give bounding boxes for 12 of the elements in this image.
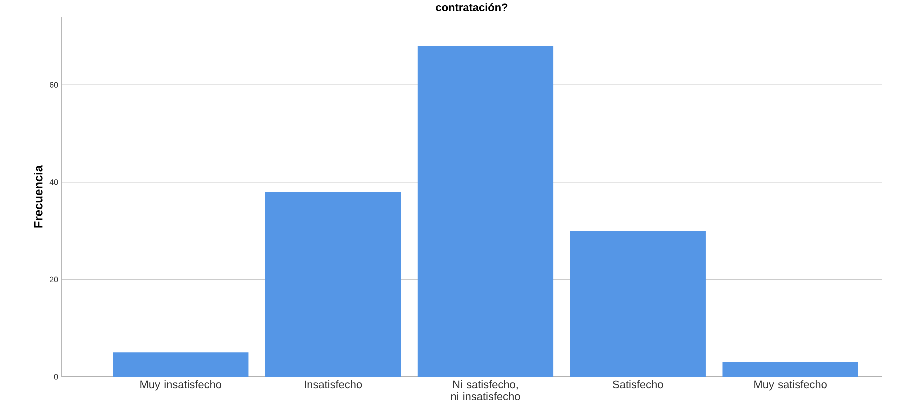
x-tick-label: Muy satisfecho (754, 380, 827, 391)
x-tick-label: Muy insatisfecho (140, 380, 222, 391)
y-axis-title: Frecuencia (34, 165, 43, 228)
x-tick-label: Ni satisfecho, ni insatisfecho (451, 380, 520, 401)
bar (418, 46, 554, 377)
bar (113, 352, 249, 377)
x-tick-label: Insatisfecho (305, 380, 362, 389)
bar (722, 362, 858, 377)
x-tick-label: Satisfecho (613, 380, 664, 389)
bar (570, 231, 706, 377)
bar (265, 192, 402, 377)
chart-title: contratación? (436, 3, 508, 12)
